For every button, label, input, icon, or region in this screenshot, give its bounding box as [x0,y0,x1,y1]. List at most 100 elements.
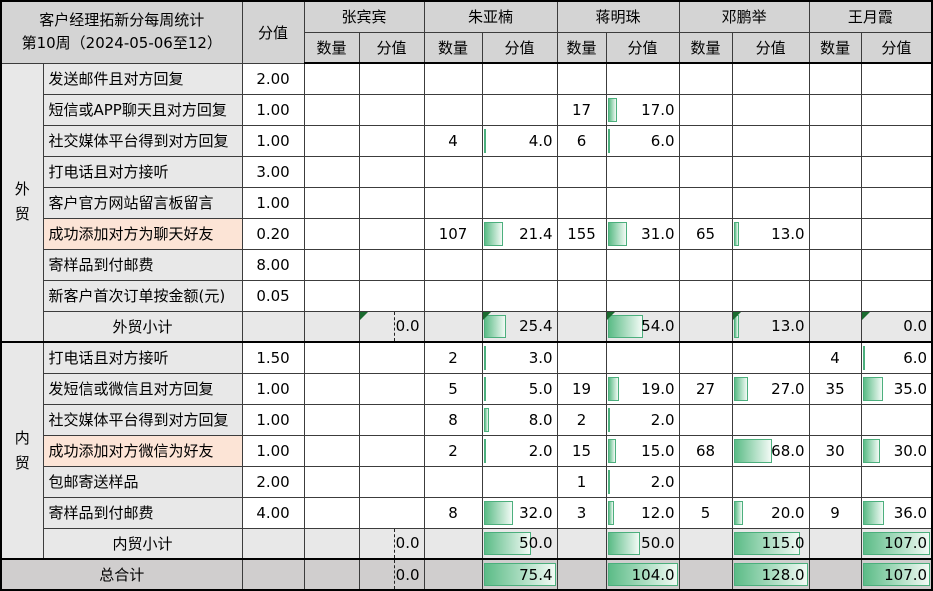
item-name-cell[interactable]: 新客户首次订单按金额(元) [42,279,243,312]
qty-cell[interactable] [678,279,733,312]
subtotal-label[interactable]: 外贸小计 [42,310,243,343]
subtotal-qty-cell[interactable] [423,310,483,343]
score-value-cell[interactable]: 0.0 [860,310,933,343]
score-value-cell[interactable] [358,403,425,436]
score-value-cell[interactable]: 6.0 [860,341,933,374]
qty-cell[interactable]: 2 [423,434,483,467]
qty-cell[interactable]: 1 [556,465,607,498]
unit-score-cell[interactable]: 0.05 [241,279,305,312]
qty-cell[interactable] [303,496,360,529]
score-value-cell[interactable] [860,62,933,95]
qty-cell[interactable] [303,465,360,498]
score-value-cell[interactable] [358,155,425,188]
score-value-cell[interactable] [481,186,558,219]
person-header-4[interactable]: 邓鹏举 [678,0,810,33]
qty-cell[interactable]: 68 [678,434,733,467]
score-value-cell[interactable]: 128.0 [731,558,810,591]
subtotal-qty-cell[interactable] [678,310,733,343]
item-name-cell[interactable]: 寄样品到付邮费 [42,496,243,529]
score-value-cell[interactable]: 13.0 [731,217,810,250]
subtotal-qty-cell[interactable] [303,310,360,343]
unit-score-cell[interactable]: 1.00 [241,434,305,467]
score-value-cell[interactable]: 31.0 [605,217,680,250]
item-name-cell[interactable]: 包邮寄送样品 [42,465,243,498]
subtotal-unit-score-cell[interactable] [241,527,305,560]
qty-cell[interactable] [303,279,360,312]
qty-cell[interactable]: 4 [423,124,483,157]
qty-cell[interactable]: 27 [678,372,733,405]
col-header-qty-4[interactable]: 数量 [678,31,733,64]
qty-cell[interactable]: 15 [556,434,607,467]
qty-cell[interactable]: 2 [556,403,607,436]
qty-cell[interactable]: 65 [678,217,733,250]
item-name-cell[interactable]: 发送邮件且对方回复 [42,62,243,95]
qty-cell[interactable] [303,341,360,374]
score-value-cell[interactable]: 4.0 [481,124,558,157]
score-value-cell[interactable]: 27.0 [731,372,810,405]
item-name-cell[interactable]: 短信或APP聊天且对方回复 [42,93,243,126]
qty-cell[interactable] [808,465,862,498]
qty-cell[interactable] [808,124,862,157]
score-value-cell[interactable] [605,186,680,219]
unit-score-cell[interactable]: 1.00 [241,124,305,157]
score-value-cell[interactable]: 104.0 [605,558,680,591]
grand-total-unit-score-cell[interactable] [241,558,305,591]
score-value-cell[interactable]: 35.0 [860,372,933,405]
score-value-cell[interactable] [731,124,810,157]
qty-cell[interactable] [808,403,862,436]
subtotal-label[interactable]: 内贸小计 [42,527,243,560]
score-value-cell[interactable] [605,155,680,188]
qty-cell[interactable] [303,372,360,405]
subtotal-qty-cell[interactable] [303,527,360,560]
qty-cell[interactable] [423,465,483,498]
score-value-cell[interactable] [731,155,810,188]
score-value-cell[interactable] [481,465,558,498]
score-value-cell[interactable]: 3.0 [481,341,558,374]
qty-cell[interactable] [678,465,733,498]
score-value-cell[interactable]: 12.0 [605,496,680,529]
grand-total-qty-cell[interactable] [808,558,862,591]
score-value-cell[interactable]: 30.0 [860,434,933,467]
grand-total-qty-cell[interactable] [303,558,360,591]
score-value-cell[interactable] [860,465,933,498]
item-name-cell[interactable]: 打电话且对方接听 [42,341,243,374]
unit-score-cell[interactable]: 0.20 [241,217,305,250]
grand-total-qty-cell[interactable] [423,558,483,591]
qty-cell[interactable]: 2 [423,341,483,374]
subtotal-unit-score-cell[interactable] [241,310,305,343]
subtotal-qty-cell[interactable] [423,527,483,560]
qty-cell[interactable] [678,124,733,157]
score-value-cell[interactable] [731,403,810,436]
subtotal-qty-cell[interactable] [808,310,862,343]
grand-total-qty-cell[interactable] [556,558,607,591]
table-title[interactable]: 客户经理拓新分每周统计 第10周（2024-05-06至12） [0,0,243,64]
unit-score-cell[interactable]: 1.50 [241,341,305,374]
item-name-cell[interactable]: 发短信或微信且对方回复 [42,372,243,405]
score-value-cell[interactable]: 115.0 [731,527,810,560]
score-value-cell[interactable] [358,124,425,157]
qty-cell[interactable]: 17 [556,93,607,126]
qty-cell[interactable]: 4 [808,341,862,374]
qty-cell[interactable] [556,62,607,95]
col-header-score-1[interactable]: 分值 [358,31,425,64]
qty-cell[interactable]: 107 [423,217,483,250]
score-value-cell[interactable] [605,279,680,312]
qty-cell[interactable] [678,248,733,281]
score-value-cell[interactable] [358,217,425,250]
qty-cell[interactable] [556,155,607,188]
item-name-cell[interactable]: 社交媒体平台得到对方回复 [42,124,243,157]
col-header-qty-3[interactable]: 数量 [556,31,607,64]
score-value-cell[interactable] [860,217,933,250]
score-value-cell[interactable]: 50.0 [605,527,680,560]
subtotal-qty-cell[interactable] [556,527,607,560]
group-label-外贸[interactable]: 外贸 [0,62,44,343]
score-value-cell[interactable]: 20.0 [731,496,810,529]
score-value-cell[interactable] [731,62,810,95]
score-value-cell[interactable] [860,186,933,219]
grand-total-qty-cell[interactable] [678,558,733,591]
score-value-cell[interactable]: 2.0 [605,403,680,436]
score-value-cell[interactable]: 54.0 [605,310,680,343]
qty-cell[interactable] [423,248,483,281]
item-name-cell[interactable]: 成功添加对方微信为好友 [42,434,243,467]
item-name-cell[interactable]: 客户官方网站留言板留言 [42,186,243,219]
